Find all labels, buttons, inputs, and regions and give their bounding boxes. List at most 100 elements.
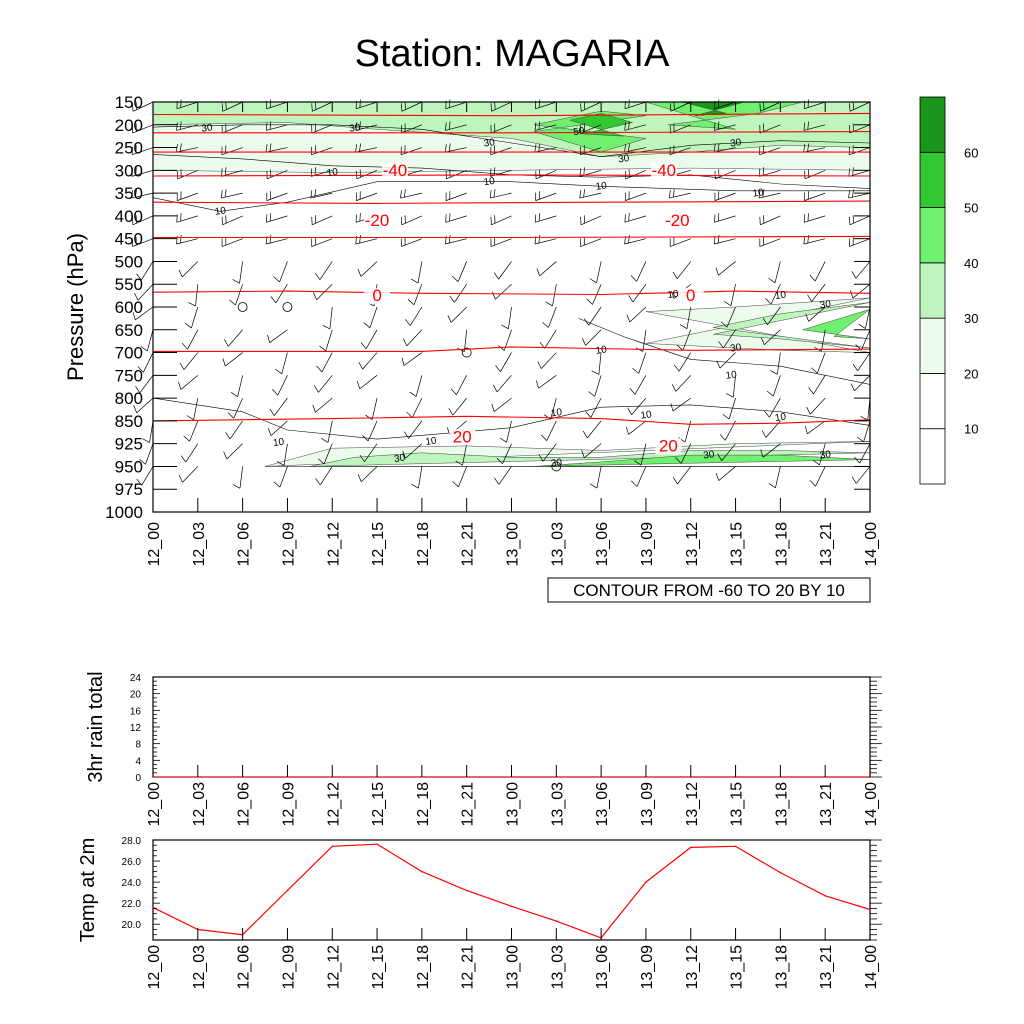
temp-point — [376, 843, 378, 846]
wind-barb-staff — [865, 306, 871, 329]
wind-barb-feather — [316, 365, 323, 373]
rain-x-tick-label: 12_06 — [236, 782, 253, 827]
wind-barb-feather — [808, 387, 814, 395]
wind-barb — [221, 101, 243, 112]
wind-barb-staff — [807, 420, 826, 435]
wind-barb-staff — [722, 329, 736, 349]
wind-barb — [540, 420, 557, 441]
wind-barb-feather — [852, 167, 854, 176]
wind-barb-staff — [176, 238, 198, 245]
wind-barb — [534, 213, 557, 223]
wind-barb-feather — [857, 436, 864, 443]
wind-barb — [762, 306, 781, 326]
wind-barb-staff — [816, 352, 826, 374]
wind-barb — [537, 352, 557, 369]
wind-barb-feather — [229, 299, 236, 306]
upper-axes: 1502002503003504004505005506006507007508… — [105, 93, 880, 567]
wind-barb-staff — [311, 124, 333, 134]
wind-barb — [764, 397, 781, 418]
wind-barb-staff — [145, 443, 154, 465]
wind-barb — [221, 215, 243, 226]
wind-barb-staff — [774, 261, 781, 283]
wind-barb-feather — [631, 480, 638, 487]
temperature-panel: 20.0 22.0 24.0 26.0 28.0 12_00 12_03 12_06 12_09… — [77, 836, 882, 990]
wind-barb-feather — [450, 388, 457, 395]
wind-barb — [135, 375, 154, 394]
temp-x-tick-label: 12_21 — [460, 945, 477, 990]
wind-barb-staff — [493, 397, 512, 412]
wind-barb — [455, 443, 468, 466]
wind-barb-feather — [540, 434, 547, 441]
upper-y-tick-label: 250 — [115, 139, 143, 158]
wind-barb — [591, 352, 602, 375]
wind-barb — [630, 261, 647, 282]
wind-barb-feather — [142, 438, 150, 443]
colorbar-label: 50 — [964, 201, 978, 216]
wind-barb-feather — [445, 214, 447, 223]
upper-x-tick-label: 12_15 — [370, 522, 387, 567]
wind-barb-staff — [580, 238, 602, 247]
wind-barb-staff — [770, 284, 781, 305]
wind-barb-feather — [536, 380, 539, 389]
wind-barb-feather — [807, 143, 810, 152]
wind-barb-feather — [588, 391, 595, 397]
wind-barb — [269, 397, 288, 416]
wind-barb — [133, 397, 154, 414]
wind-barb-staff — [848, 169, 871, 177]
wind-barb — [310, 189, 333, 199]
isotherm-label: -20 — [665, 211, 690, 230]
isotherm-label-bg — [655, 438, 682, 455]
wind-barb-feather — [626, 314, 631, 323]
wind-barb — [220, 189, 243, 199]
wind-barb-staff — [445, 124, 467, 131]
wind-barb-feather — [186, 415, 194, 421]
wind-barb-feather — [809, 274, 816, 282]
wind-barb-feather — [583, 318, 590, 326]
wind-barb-feather — [713, 144, 716, 153]
wind-barb-staff — [266, 238, 288, 245]
wind-barb — [265, 235, 288, 245]
wind-barb-staff — [405, 443, 423, 459]
wind-barb-staff — [360, 261, 378, 277]
wind-barb — [672, 261, 692, 279]
wind-barb-feather — [405, 319, 411, 326]
wind-barb-feather — [717, 453, 723, 461]
upper-x-tick-label: 13_03 — [549, 522, 566, 567]
wind-barb-feather — [359, 235, 361, 244]
wind-barb-staff — [636, 261, 647, 282]
wind-barb-feather — [490, 103, 492, 112]
wind-barb-feather — [762, 189, 765, 198]
wind-barb-feather — [180, 121, 182, 130]
wind-barb-feather — [449, 295, 455, 303]
wind-barb — [855, 329, 871, 351]
temp-x-tick-label: 13_21 — [818, 945, 835, 990]
wind-barb-feather — [545, 301, 553, 307]
upper-y-tick-label: 850 — [115, 412, 143, 431]
wind-contour-label: 30 — [729, 137, 742, 150]
wind-barb — [722, 398, 736, 420]
wind-barb — [534, 121, 557, 131]
wind-barb — [808, 375, 826, 395]
wind-barb — [583, 306, 602, 326]
temp-x-tick-label: 12_00 — [146, 945, 163, 990]
wind-barb-staff — [535, 101, 557, 110]
temperature-axes: 20.0 22.0 24.0 26.0 28.0 12_00 12_03 12_06 12_09… — [122, 836, 882, 990]
wind-barb-feather — [717, 121, 720, 130]
wind-barb-feather — [180, 455, 187, 463]
wind-barb-feather — [807, 213, 809, 222]
wind-barb-staff — [803, 238, 826, 245]
wind-barb-staff — [490, 124, 512, 134]
wind-barb — [406, 397, 423, 419]
wind-barb-staff — [588, 306, 602, 326]
wind-barb — [535, 169, 557, 180]
wind-barb-staff — [849, 215, 871, 226]
wind-barb-feather — [313, 292, 318, 300]
wind-barb-staff — [670, 101, 691, 112]
colorbar-label: 30 — [964, 311, 978, 326]
wind-barb-staff — [229, 420, 243, 440]
temp-x-tick-label: 12_09 — [280, 945, 297, 990]
wind-barb — [580, 101, 602, 112]
wind-barb-staff — [772, 375, 781, 397]
wind-barb-feather — [854, 456, 860, 464]
wind-barb-feather — [766, 390, 774, 397]
